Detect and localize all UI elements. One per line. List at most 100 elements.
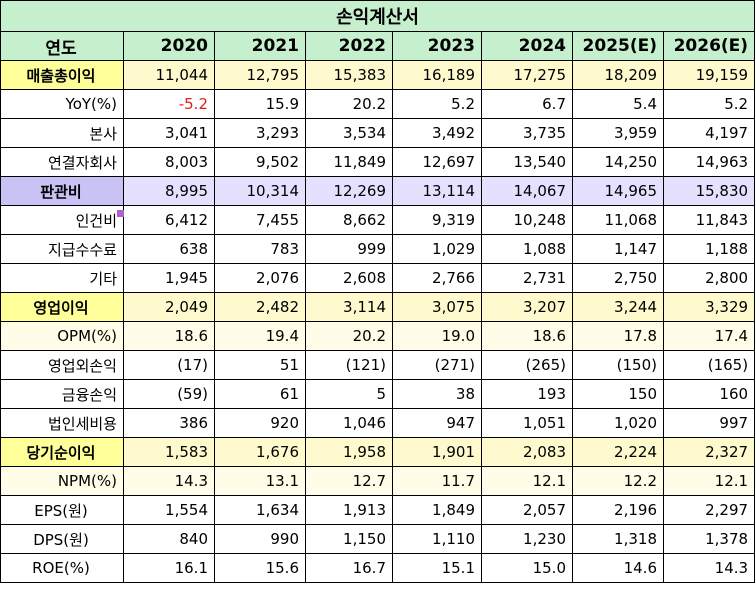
table-row: EPS(원) 1,554 1,634 1,913 1,849 2,057 2,196 2,29…	[0, 495, 755, 525]
value-cell: 5.2	[662, 89, 755, 119]
value-cell: 8,995	[123, 176, 215, 206]
value-cell: (165)	[662, 350, 755, 380]
table-row: 판관비 8,995 10,314 12,269 13,114 14,067 14,965 15…	[0, 176, 755, 206]
value-cell: 2,608	[305, 263, 393, 293]
value-cell: 2,800	[662, 263, 755, 293]
value-cell: 999	[305, 234, 393, 264]
value-cell: 15.6	[214, 553, 306, 583]
year-header: 2022	[305, 31, 393, 61]
row-label: 인건비	[0, 205, 124, 235]
value-cell: 1,020	[572, 408, 664, 438]
value-cell: 1,046	[305, 408, 393, 438]
value-cell: 150	[572, 379, 664, 409]
value-cell: 14.3	[123, 466, 215, 496]
value-cell: 3,207	[481, 292, 573, 322]
value-cell: 2,327	[662, 437, 755, 467]
value-cell: (121)	[305, 350, 393, 380]
row-label: 영업이익	[0, 292, 124, 322]
value-cell: 17.4	[662, 321, 755, 351]
row-label: 판관비	[0, 176, 124, 206]
row-label: 금융손익	[0, 379, 124, 409]
value-cell: 11.7	[392, 466, 482, 496]
value-cell: 5.2	[392, 89, 482, 119]
value-cell: 1,676	[214, 437, 306, 467]
value-cell: (265)	[481, 350, 573, 380]
year-header: 2025(E)	[572, 31, 664, 61]
row-label: YoY(%)	[0, 89, 124, 119]
value-cell: 13,540	[481, 147, 573, 177]
value-cell: 4,197	[662, 118, 755, 148]
value-cell: 947	[392, 408, 482, 438]
value-cell: 12,795	[214, 60, 306, 90]
value-cell: 1,150	[305, 524, 393, 554]
value-cell: 15.9	[214, 89, 306, 119]
value-cell: 1,088	[481, 234, 573, 264]
value-cell: 3,114	[305, 292, 393, 322]
row-label: 연결자회사	[0, 147, 124, 177]
value-cell: 15.1	[392, 553, 482, 583]
value-cell: 10,314	[214, 176, 306, 206]
row-label: 본사	[0, 118, 124, 148]
value-cell: 7,455	[214, 205, 306, 235]
value-cell: 15,830	[662, 176, 755, 206]
year-header: 2021	[214, 31, 306, 61]
value-cell: 9,319	[392, 205, 482, 235]
value-cell: 12.7	[305, 466, 393, 496]
value-cell: 14,250	[572, 147, 664, 177]
value-cell: 14,963	[662, 147, 755, 177]
table-row: OPM(%) 18.6 19.4 20.2 19.0 18.6 17.8 17.4	[0, 321, 755, 351]
value-cell: 3,075	[392, 292, 482, 322]
value-cell: 12.1	[481, 466, 573, 496]
table-row: 영업외손익 (17) 51 (121) (271) (265) (150) (165)	[0, 350, 755, 380]
value-cell: 2,196	[572, 495, 664, 525]
value-cell: 1,634	[214, 495, 306, 525]
year-header: 2026(E)	[662, 31, 755, 61]
value-cell: 1,958	[305, 437, 393, 467]
value-cell: 2,083	[481, 437, 573, 467]
value-cell: 3,492	[392, 118, 482, 148]
table-row: 지급수수료 638 783 999 1,029 1,088 1,147 1,188	[0, 234, 755, 264]
table-row: YoY(%) -5.2 15.9 20.2 5.2 6.7 5.4 5.2	[0, 89, 755, 119]
table-body: 연도 2020 2021 2022 2023 2024 2025(E) 2026…	[0, 31, 755, 583]
row-label: DPS(원)	[0, 524, 124, 554]
row-label: 당기순이익	[0, 437, 124, 467]
value-cell: 14,965	[572, 176, 664, 206]
value-cell: 18.6	[481, 321, 573, 351]
value-cell: 3,293	[214, 118, 306, 148]
value-cell: 1,945	[123, 263, 215, 293]
value-cell: 1,901	[392, 437, 482, 467]
value-cell: 20.2	[305, 321, 393, 351]
value-cell: 3,534	[305, 118, 393, 148]
value-cell: 8,662	[305, 205, 393, 235]
row-label: EPS(원)	[0, 495, 124, 525]
value-cell: 3,959	[572, 118, 664, 148]
value-cell: 14,067	[481, 176, 573, 206]
value-cell: 15.0	[481, 553, 573, 583]
value-cell: 12,269	[305, 176, 393, 206]
value-cell: 16.7	[305, 553, 393, 583]
table-row: 기타 1,945 2,076 2,608 2,766 2,731 2,750 2,800	[0, 263, 755, 293]
value-cell: 61	[214, 379, 306, 409]
value-cell: 2,750	[572, 263, 664, 293]
value-cell: 20.2	[305, 89, 393, 119]
row-label: 매출총이익	[0, 60, 124, 90]
value-cell: 15,383	[305, 60, 393, 90]
value-cell: 17,275	[481, 60, 573, 90]
value-cell: 19.0	[392, 321, 482, 351]
table-row: DPS(원) 840 990 1,150 1,110 1,230 1,318 1,378	[0, 524, 755, 554]
value-cell: 3,735	[481, 118, 573, 148]
value-cell: 1,849	[392, 495, 482, 525]
value-cell: (271)	[392, 350, 482, 380]
value-cell: 11,068	[572, 205, 664, 235]
value-cell: 14.3	[662, 553, 755, 583]
value-cell: 2,049	[123, 292, 215, 322]
value-cell: 1,029	[392, 234, 482, 264]
value-cell: 1,147	[572, 234, 664, 264]
comment-marker	[117, 210, 124, 217]
year-header: 2024	[481, 31, 573, 61]
value-cell: 2,482	[214, 292, 306, 322]
value-cell: 2,731	[481, 263, 573, 293]
row-label: 영업외손익	[0, 350, 124, 380]
